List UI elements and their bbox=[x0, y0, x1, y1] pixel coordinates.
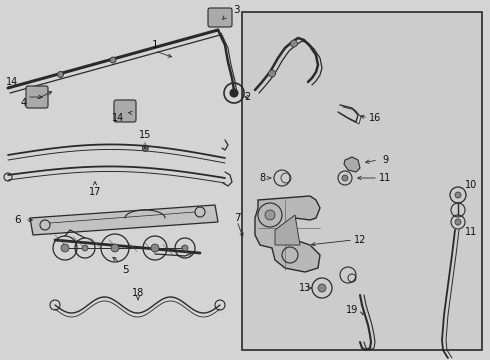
Text: 17: 17 bbox=[89, 187, 101, 197]
Bar bbox=[242, 12, 482, 350]
FancyBboxPatch shape bbox=[208, 8, 232, 27]
Text: 16: 16 bbox=[369, 113, 381, 123]
Text: 4: 4 bbox=[21, 98, 27, 108]
Circle shape bbox=[455, 219, 461, 225]
Circle shape bbox=[318, 284, 326, 292]
Circle shape bbox=[265, 210, 275, 220]
Polygon shape bbox=[255, 196, 320, 272]
Circle shape bbox=[57, 72, 64, 77]
Circle shape bbox=[269, 70, 275, 77]
Polygon shape bbox=[30, 205, 218, 235]
Circle shape bbox=[342, 175, 348, 181]
Text: 12: 12 bbox=[354, 235, 366, 245]
Circle shape bbox=[291, 40, 297, 47]
Text: 8: 8 bbox=[259, 173, 265, 183]
Text: 10: 10 bbox=[465, 180, 477, 190]
Circle shape bbox=[142, 145, 148, 152]
Text: 14: 14 bbox=[112, 113, 124, 123]
Text: 5: 5 bbox=[122, 265, 128, 275]
Circle shape bbox=[182, 245, 188, 251]
FancyBboxPatch shape bbox=[114, 100, 136, 122]
Text: 1: 1 bbox=[152, 40, 158, 50]
Polygon shape bbox=[275, 215, 300, 245]
Text: 7: 7 bbox=[234, 213, 240, 223]
Polygon shape bbox=[344, 157, 360, 172]
Circle shape bbox=[111, 244, 119, 252]
Circle shape bbox=[61, 244, 69, 252]
Circle shape bbox=[110, 57, 116, 63]
Text: 15: 15 bbox=[139, 130, 151, 140]
Text: 14: 14 bbox=[6, 77, 18, 87]
Text: 3: 3 bbox=[233, 5, 239, 15]
Text: 2: 2 bbox=[244, 92, 250, 102]
Text: 11: 11 bbox=[379, 173, 391, 183]
Text: 11: 11 bbox=[465, 227, 477, 237]
Text: 9: 9 bbox=[382, 155, 388, 165]
Circle shape bbox=[151, 244, 159, 252]
Circle shape bbox=[455, 192, 461, 198]
Circle shape bbox=[230, 89, 238, 97]
Circle shape bbox=[82, 245, 88, 251]
Text: 19: 19 bbox=[346, 305, 358, 315]
Text: 18: 18 bbox=[132, 288, 144, 298]
Text: 13: 13 bbox=[299, 283, 311, 293]
Text: 6: 6 bbox=[15, 215, 21, 225]
FancyBboxPatch shape bbox=[26, 86, 48, 108]
